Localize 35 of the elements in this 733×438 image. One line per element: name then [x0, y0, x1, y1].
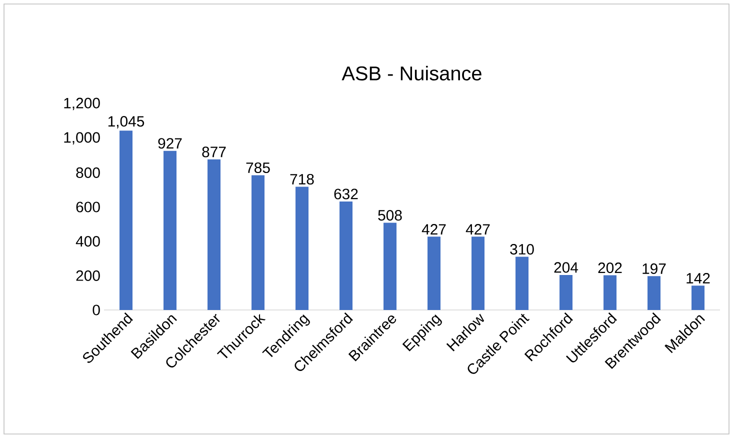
bar: [296, 186, 309, 310]
data-label: 197: [642, 263, 666, 274]
y-tick-label: 600: [76, 202, 100, 212]
bar: [560, 274, 573, 310]
chart-title: ASB - Nuisance: [342, 66, 482, 80]
bar: [208, 159, 221, 310]
bar: [472, 236, 485, 310]
data-label: 927: [158, 138, 182, 149]
data-label: 427: [466, 224, 490, 234]
bar: [384, 222, 397, 310]
data-label: 877: [202, 146, 226, 158]
data-label: 202: [598, 262, 622, 274]
y-tick-label: 1,000: [64, 132, 100, 144]
data-label: 310: [510, 244, 534, 255]
bar: [648, 276, 661, 310]
bar: [120, 130, 133, 310]
bar: [692, 286, 705, 310]
data-label: 508: [378, 210, 402, 221]
data-label: 632: [334, 188, 358, 200]
y-tick-label: 200: [76, 270, 100, 281]
bar: [428, 236, 441, 310]
data-label: 1,045: [108, 116, 144, 128]
bar: [340, 201, 353, 310]
data-label: 785: [246, 162, 270, 174]
data-label: 142: [686, 272, 710, 284]
bar: [252, 175, 265, 310]
y-tick-label: 400: [76, 236, 100, 247]
y-tick-label: 1,200: [64, 98, 100, 110]
data-label: 718: [290, 174, 314, 185]
data-label: 427: [422, 224, 446, 234]
bar: [164, 150, 177, 310]
bar: [516, 256, 529, 310]
bar: [604, 275, 617, 310]
y-tick-label: 800: [76, 167, 100, 178]
data-label: 204: [554, 262, 578, 273]
